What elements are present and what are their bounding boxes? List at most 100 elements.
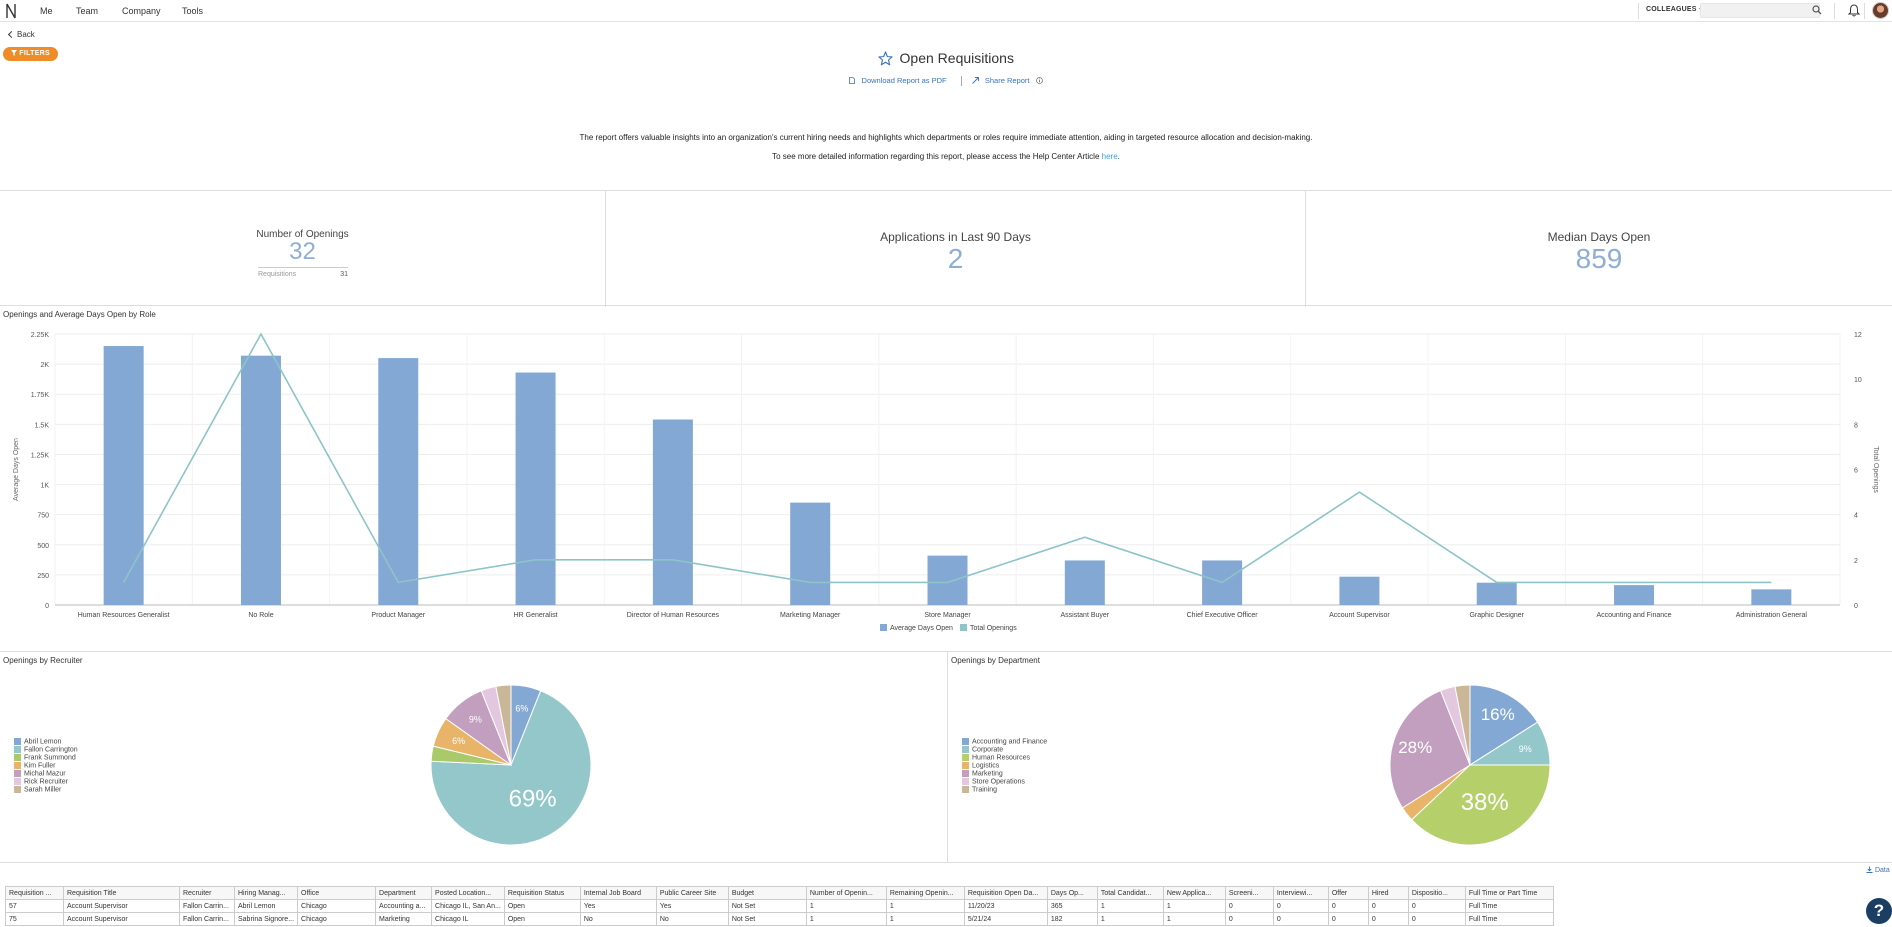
legend-item[interactable]: Sarah Miller xyxy=(14,786,61,793)
column-header[interactable]: Interviewi... xyxy=(1272,886,1329,900)
bar xyxy=(652,419,693,605)
column-header[interactable]: Dispositio... xyxy=(1407,886,1466,900)
column-header[interactable]: Screeni... xyxy=(1224,886,1274,900)
legend-item[interactable]: Logistics xyxy=(962,762,999,769)
x-tick-label: Graphic Designer xyxy=(1469,612,1524,619)
help-button[interactable]: ? xyxy=(1866,898,1892,924)
help-center-link[interactable]: here xyxy=(1101,152,1118,161)
pie-slice xyxy=(1410,764,1551,846)
filter-icon xyxy=(11,50,17,56)
legend-item[interactable]: Training xyxy=(962,786,997,793)
column-header[interactable]: Internal Job Board xyxy=(579,886,657,900)
table-cell: Full Time xyxy=(1464,899,1554,913)
legend-label: Fallon Carrington xyxy=(24,746,78,754)
column-header[interactable]: Offer xyxy=(1327,886,1369,900)
table-cell: Fallon Carrin... xyxy=(179,912,235,926)
share-report-link[interactable]: Share Report xyxy=(970,76,1043,85)
section-divider xyxy=(0,862,1892,863)
legend-item[interactable]: Rick Recruiter xyxy=(14,778,68,785)
pie-slice xyxy=(495,684,512,766)
bar xyxy=(240,355,281,605)
column-header[interactable]: Department xyxy=(375,886,433,900)
y-tick-label: 2.25K xyxy=(31,332,50,339)
column-header[interactable]: Requisition Status xyxy=(503,886,581,900)
column-header[interactable]: Remaining Openin... xyxy=(885,886,965,900)
legend-label: Corporate xyxy=(972,746,1004,754)
legend-swatch xyxy=(962,770,969,777)
table-cell: Full Time xyxy=(1464,912,1554,926)
kpi-sub-value: 31 xyxy=(340,271,348,278)
table-cell: 11/20/23 xyxy=(963,899,1048,913)
nav-tools[interactable]: Tools xyxy=(182,6,204,16)
column-header[interactable]: Number of Openin... xyxy=(805,886,887,900)
pie-slice xyxy=(1454,684,1471,766)
legend-item[interactable]: Frank Summond xyxy=(14,754,76,761)
legend-label: Marketing xyxy=(972,770,1003,778)
download-pdf-link[interactable]: Download Report as PDF xyxy=(849,76,952,85)
legend-item[interactable]: Marketing xyxy=(962,770,1003,777)
column-header[interactable]: Full Time or Part Time xyxy=(1464,886,1554,900)
legend-item[interactable]: Human Resources xyxy=(962,754,1030,761)
legend-item[interactable]: Fallon Carrington xyxy=(14,746,78,753)
y-tick-label: 750 xyxy=(37,513,49,520)
kpi-value: 859 xyxy=(1575,243,1623,274)
share-report-label: Share Report xyxy=(984,76,1030,85)
legend-item[interactable]: Store Operations xyxy=(962,778,1025,785)
y2-tick-label: 2 xyxy=(1854,558,1858,565)
table-row[interactable]: 75 Account Supervisor Fallon Carrin... Sabr… xyxy=(5,912,1554,926)
star-icon[interactable] xyxy=(878,50,893,66)
kpi-label: Median Days Open xyxy=(1547,230,1651,244)
column-header[interactable]: Public Career Site xyxy=(655,886,729,900)
data-export-link[interactable]: Data xyxy=(1866,866,1890,874)
back-link[interactable]: Back xyxy=(7,30,35,39)
colleagues-dropdown[interactable]: COLLEAGUES xyxy=(1646,6,1705,13)
column-header[interactable]: Total Candidat... xyxy=(1096,886,1164,900)
legend-item[interactable]: Accounting and Finance xyxy=(962,738,1047,745)
kpi-number-of-openings[interactable]: Number of Openings 32 xyxy=(0,191,605,307)
pie-slice-label: 16% xyxy=(1481,705,1515,724)
logo-icon[interactable] xyxy=(5,3,17,19)
y-tick-label: 1.25K xyxy=(31,452,50,459)
legend-item[interactable]: Corporate xyxy=(962,746,1003,753)
legend-swatch xyxy=(14,778,21,785)
nav-company[interactable]: Company xyxy=(122,6,161,16)
legend-item[interactable]: Kim Fuller xyxy=(14,762,56,769)
search-icon[interactable] xyxy=(1812,5,1822,15)
legend-item[interactable]: Michal Mazur xyxy=(14,770,66,777)
column-header[interactable]: Requisition Open Da... xyxy=(963,886,1048,900)
filters-button[interactable]: FILTERS xyxy=(3,47,58,61)
pie-slice-label: 9% xyxy=(1519,744,1532,754)
legend-swatch xyxy=(960,624,967,631)
legend-item[interactable]: Abril Lemon xyxy=(14,738,61,745)
legend-label: Human Resources xyxy=(972,754,1030,762)
column-header[interactable]: Hired xyxy=(1367,886,1409,900)
page-header: Open Requisitions xyxy=(0,50,1892,66)
y-tick-label: 1.75K xyxy=(31,392,50,399)
kpi-median-days-open[interactable]: Median Days Open 859 xyxy=(1306,191,1892,307)
y-axis-label: Average Days Open xyxy=(13,438,20,501)
column-header[interactable]: Office xyxy=(297,886,377,900)
search-input[interactable] xyxy=(1700,3,1820,18)
column-header[interactable]: Budget xyxy=(727,886,807,900)
kpi-value: 2 xyxy=(947,243,964,274)
column-header[interactable]: Posted Location... xyxy=(431,886,505,900)
bell-icon[interactable] xyxy=(1848,4,1860,17)
column-header[interactable]: Recruiter xyxy=(179,886,235,900)
info-icon[interactable] xyxy=(1035,77,1043,84)
column-header[interactable]: Days Op... xyxy=(1046,886,1098,900)
table-row[interactable]: 57 Account Supervisor Fallon Carrin... Abri… xyxy=(5,899,1554,913)
avatar[interactable] xyxy=(1872,2,1889,19)
table-cell: Account Supervisor xyxy=(63,912,180,926)
nav-team[interactable]: Team xyxy=(76,6,99,16)
column-header[interactable]: Requisition ... xyxy=(5,886,64,900)
download-pdf-label: Download Report as PDF xyxy=(861,76,947,85)
chevron-left-icon xyxy=(7,31,16,39)
kpi-divider xyxy=(1305,191,1306,307)
column-header[interactable]: New Applica... xyxy=(1162,886,1226,900)
legend-label: Training xyxy=(972,786,998,794)
kpi-applications-90-days[interactable]: Applications in Last 90 Days 2 xyxy=(606,191,1305,307)
column-header[interactable]: Requisition Title xyxy=(63,886,180,900)
column-header[interactable]: Hiring Manag... xyxy=(233,886,299,900)
nav-me[interactable]: Me xyxy=(40,6,53,16)
y-tick-label: 250 xyxy=(37,573,49,580)
